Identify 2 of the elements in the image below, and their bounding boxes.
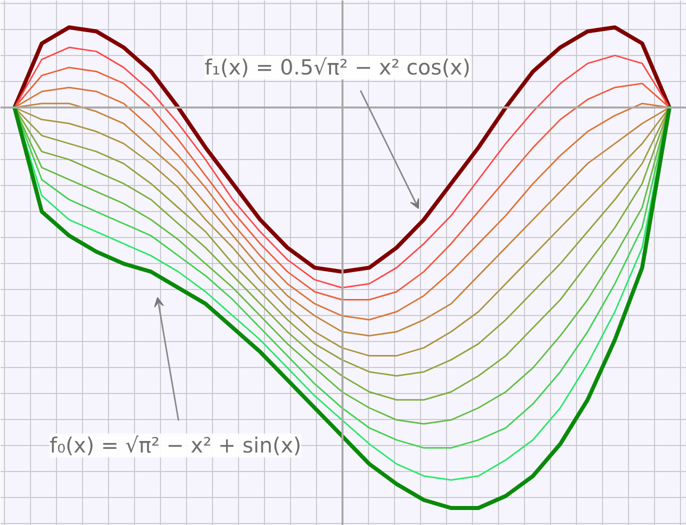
annotation: f₁(x) = 0.5√π² − x² cos(x) [204, 56, 471, 80]
annotation: f₀(x) = √π² − x² + sin(x) [50, 434, 302, 458]
